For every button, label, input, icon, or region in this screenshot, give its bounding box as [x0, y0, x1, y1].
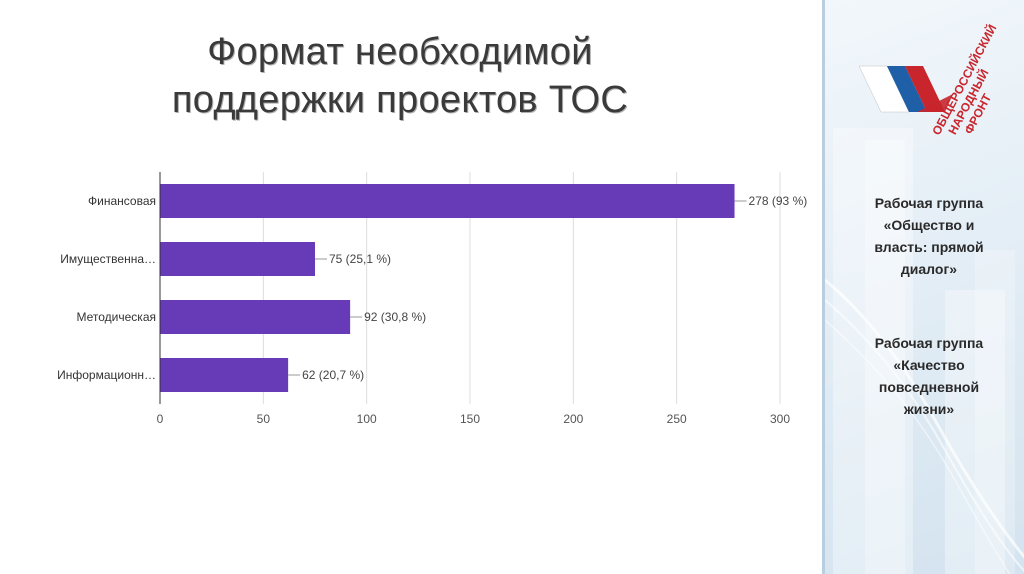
title-line-1: Формат необходимой — [207, 31, 593, 73]
bar — [160, 358, 289, 392]
title-line-2: поддержки проектов ТОС — [171, 79, 629, 121]
x-tick-label: 150 — [460, 412, 480, 426]
right-panel: ОБЩЕРОССИЙСКИЙ НАРОДНЫЙ ФРОНТ Рабочая гр… — [822, 0, 1024, 574]
data-label: 75 (25,1 %) — [329, 252, 391, 266]
group-1-line-2: «Общество и — [883, 217, 975, 233]
category-label: Информационн… — [57, 368, 156, 382]
working-group-1: Рабочая группа «Общество и власть: прямо… — [859, 192, 999, 280]
chart-axis: 0 50 100 150 200 250 300 Финансовая Имущественна… — [57, 172, 790, 426]
bar — [160, 184, 735, 218]
x-tick-label: 100 — [357, 412, 377, 426]
data-label: 278 (93 %) — [749, 194, 808, 208]
bar — [160, 242, 315, 276]
x-tick-label: 50 — [257, 412, 271, 426]
category-label: Имущественна… — [60, 252, 156, 266]
category-label: Финансовая — [88, 194, 156, 208]
bar — [160, 300, 351, 334]
category-label: Методическая — [77, 310, 157, 324]
logo: ОБЩЕРОССИЙСКИЙ НАРОДНЫЙ ФРОНТ — [858, 22, 999, 138]
working-group-2: Рабочая группа «Качество повседневной жи… — [859, 332, 999, 420]
x-tick-label: 300 — [770, 412, 790, 426]
group-1-line-3: власть: прямой — [874, 239, 984, 255]
x-tick-label: 250 — [667, 412, 687, 426]
group-1-line-4: диалог» — [900, 261, 958, 277]
group-2-line-1: Рабочая группа — [874, 335, 984, 351]
group-2-line-3: повседневной — [878, 379, 980, 395]
group-2-line-4: жизни» — [903, 401, 955, 417]
bar-chart: 278 (93 %) 75 (25,1 %) 92 (30,8 %) 62 (20,7… — [57, 172, 807, 426]
data-label: 92 (30,8 %) — [364, 310, 426, 324]
group-2-line-2: «Качество — [893, 357, 965, 373]
x-tick-label: 0 — [157, 412, 164, 426]
x-tick-label: 200 — [563, 412, 583, 426]
chart-bars: 278 (93 %) 75 (25,1 %) 92 (30,8 %) 62 (20,7… — [160, 184, 807, 392]
slide-title: Формат необходимой поддержки проектов ТО… — [100, 28, 700, 124]
logo-text: ОБЩЕРОССИЙСКИЙ НАРОДНЫЙ ФРОНТ — [928, 22, 999, 138]
decorative-background — [825, 128, 1024, 574]
logo-ribbon — [858, 65, 953, 113]
data-label: 62 (20,7 %) — [302, 368, 364, 382]
group-1-line-1: Рабочая группа — [874, 195, 984, 211]
